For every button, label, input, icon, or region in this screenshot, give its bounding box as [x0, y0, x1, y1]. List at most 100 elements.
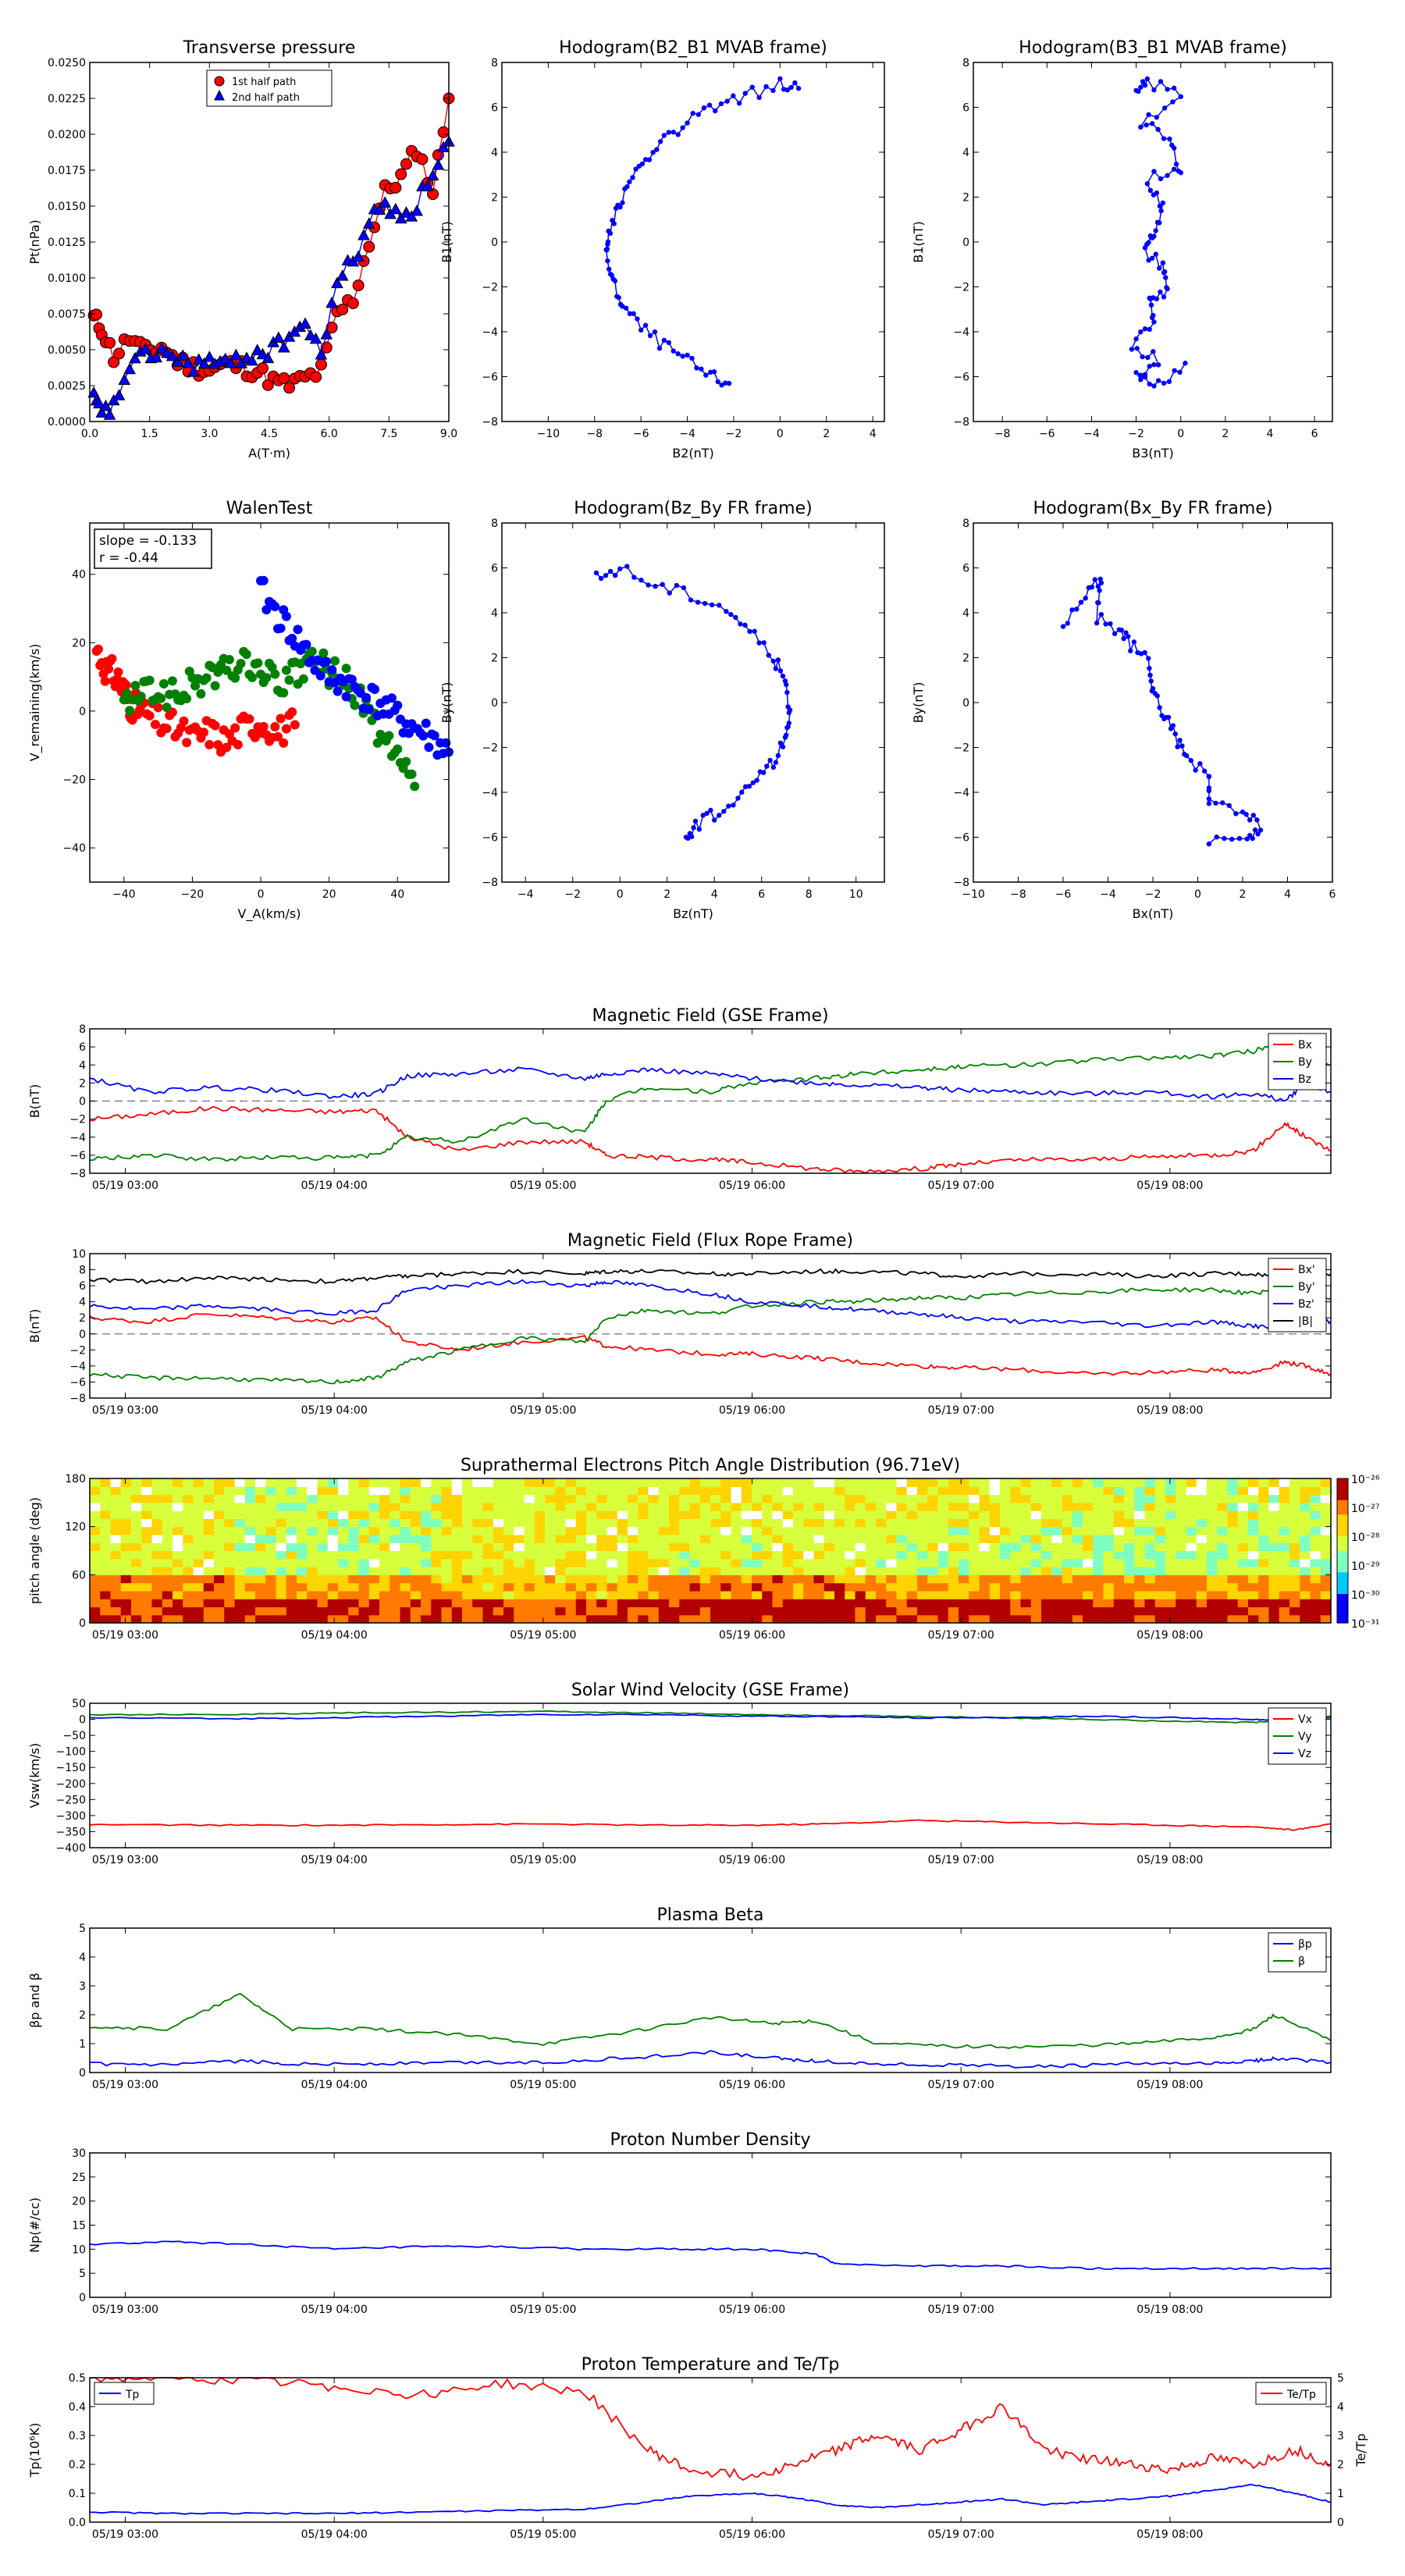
panel-pt-point-2nd [103, 408, 116, 420]
panel-tp-xtick-label: 05/19 03:00 [92, 2528, 158, 2541]
panel-pad-cell [1320, 1502, 1332, 1511]
panel-h21-point [763, 84, 769, 90]
panel-pad-cell [1258, 1567, 1270, 1575]
panel-pad-cell [834, 1574, 845, 1584]
panel-h31-point [1161, 380, 1167, 386]
panel-pad-cell [1154, 1486, 1166, 1496]
panel-np-title: Proton Number Density [610, 2130, 811, 2150]
panel-pad-cell [327, 1494, 339, 1503]
panel-pad-cell [834, 1534, 845, 1543]
panel-pad-cell [1103, 1526, 1115, 1535]
panel-pt-point-2nd [331, 276, 343, 289]
panel-pad-cell [358, 1599, 370, 1608]
panel-pad-cell [545, 1542, 556, 1552]
panel-pt-point-2nd [411, 204, 423, 216]
panel-pad-cell [421, 1502, 432, 1511]
panel-pad-cell [917, 1599, 928, 1608]
panel-h21-point [724, 98, 730, 104]
panel-hzy-point [770, 764, 777, 770]
panel-walen-title: WalenTest [226, 499, 313, 518]
panel-pad-cell [1144, 1590, 1156, 1599]
panel-pad-ytick-label: 60 [72, 1569, 86, 1582]
panel-pad-cell [989, 1534, 1001, 1543]
panel-h21-point [627, 311, 633, 317]
panel-pad-cell [193, 1599, 205, 1608]
panel-pad-cell [1072, 1510, 1083, 1519]
panel-h31-ytick-label: 6 [962, 102, 969, 115]
panel-pad-cell [1258, 1558, 1270, 1567]
panel-pad-cell [886, 1518, 898, 1528]
panel-pad-cell [813, 1478, 825, 1487]
panel-pad-cell [989, 1614, 1001, 1624]
panel-pad-cell [1227, 1510, 1239, 1519]
panel-pad-cell [297, 1567, 308, 1575]
panel-pad-cell [793, 1550, 804, 1560]
panel-pad-cell [1083, 1606, 1094, 1616]
panel-pad-cell [638, 1558, 649, 1567]
panel-pad-cell [1165, 1582, 1176, 1592]
panel-pad-cell [1217, 1478, 1229, 1487]
panel-pad-cell [183, 1510, 194, 1519]
panel-np-ytick-label: 10 [72, 2243, 86, 2256]
panel-pad-cell [183, 1518, 194, 1528]
panel-pad-cell [1083, 1574, 1094, 1584]
panel-hzy-xtick-label: 6 [758, 888, 765, 901]
panel-pt-point-2nd [95, 406, 108, 418]
panel-pad-cell [451, 1486, 463, 1496]
panel-walen-xlabel: V_A(km/s) [238, 906, 301, 922]
panel-pt-point-1st [437, 126, 450, 138]
panel-pad-cell [1196, 1567, 1208, 1575]
panel-h31-point [1158, 208, 1164, 214]
panel-pad-cell [803, 1567, 815, 1575]
panel-h31-point [1161, 105, 1168, 111]
panel-walen-point [210, 681, 220, 691]
panel-vsw-ylabel: Vsw(km/s) [27, 1743, 42, 1808]
panel-pad-cell [1154, 1478, 1166, 1487]
panel-pad-cell [555, 1567, 567, 1575]
panel-pad-cell [1113, 1599, 1125, 1608]
panel-pad-cell [1010, 1534, 1022, 1543]
panel-pad-cell [679, 1526, 691, 1535]
panel-pad-cell [338, 1567, 349, 1575]
panel-pad-cell [141, 1502, 153, 1511]
panel-pad-cell [244, 1606, 256, 1616]
panel-pad-cell [959, 1478, 969, 1487]
panel-pad-cell [173, 1486, 183, 1496]
panel-pad-cell [400, 1478, 411, 1487]
panel-pad-cell [389, 1582, 401, 1592]
panel-pad-cell [1113, 1614, 1125, 1624]
panel-pad-cell [1227, 1590, 1239, 1599]
panel-pad-cell [368, 1599, 380, 1608]
panel-pad-cell [752, 1510, 763, 1519]
panel-pad-cell [120, 1542, 132, 1552]
panel-pad-cell [472, 1567, 484, 1575]
panel-tp-xtick-label: 05/19 06:00 [719, 2528, 785, 2541]
panel-pad-cell [1300, 1582, 1311, 1592]
panel-pad-cell [307, 1542, 318, 1552]
panel-pad-cell [689, 1542, 701, 1552]
panel-pad-cell [648, 1526, 660, 1535]
panel-pad-cell [927, 1502, 939, 1511]
panel-pad-cell [1258, 1518, 1270, 1528]
panel-pad-cell [575, 1526, 587, 1535]
panel-pt-point-2nd [362, 217, 375, 229]
panel-pad-colorbar-step [1337, 1568, 1348, 1573]
panel-pad-cell [1268, 1574, 1280, 1584]
panel-pad-cell [400, 1494, 411, 1503]
panel-h21-point [708, 369, 713, 375]
panel-pad-cell [1268, 1494, 1280, 1503]
panel-pad-cell [731, 1558, 742, 1567]
panel-pad-cell [896, 1567, 908, 1575]
panel-pad-cell [834, 1502, 845, 1511]
panel-pad-cell [741, 1502, 752, 1511]
panel-pad-cell [1000, 1502, 1011, 1511]
panel-pad-cell [317, 1574, 329, 1584]
panel-pad-cell [244, 1486, 256, 1496]
panel-pad-cell [1248, 1550, 1259, 1560]
panel-pad-cell [731, 1550, 742, 1560]
panel-pt-point-2nd [357, 229, 370, 240]
panel-pad-cell [493, 1542, 504, 1552]
panel-pad-cell [927, 1550, 939, 1560]
panel-pad-cell [731, 1502, 742, 1511]
panel-pad-cell [524, 1478, 535, 1487]
